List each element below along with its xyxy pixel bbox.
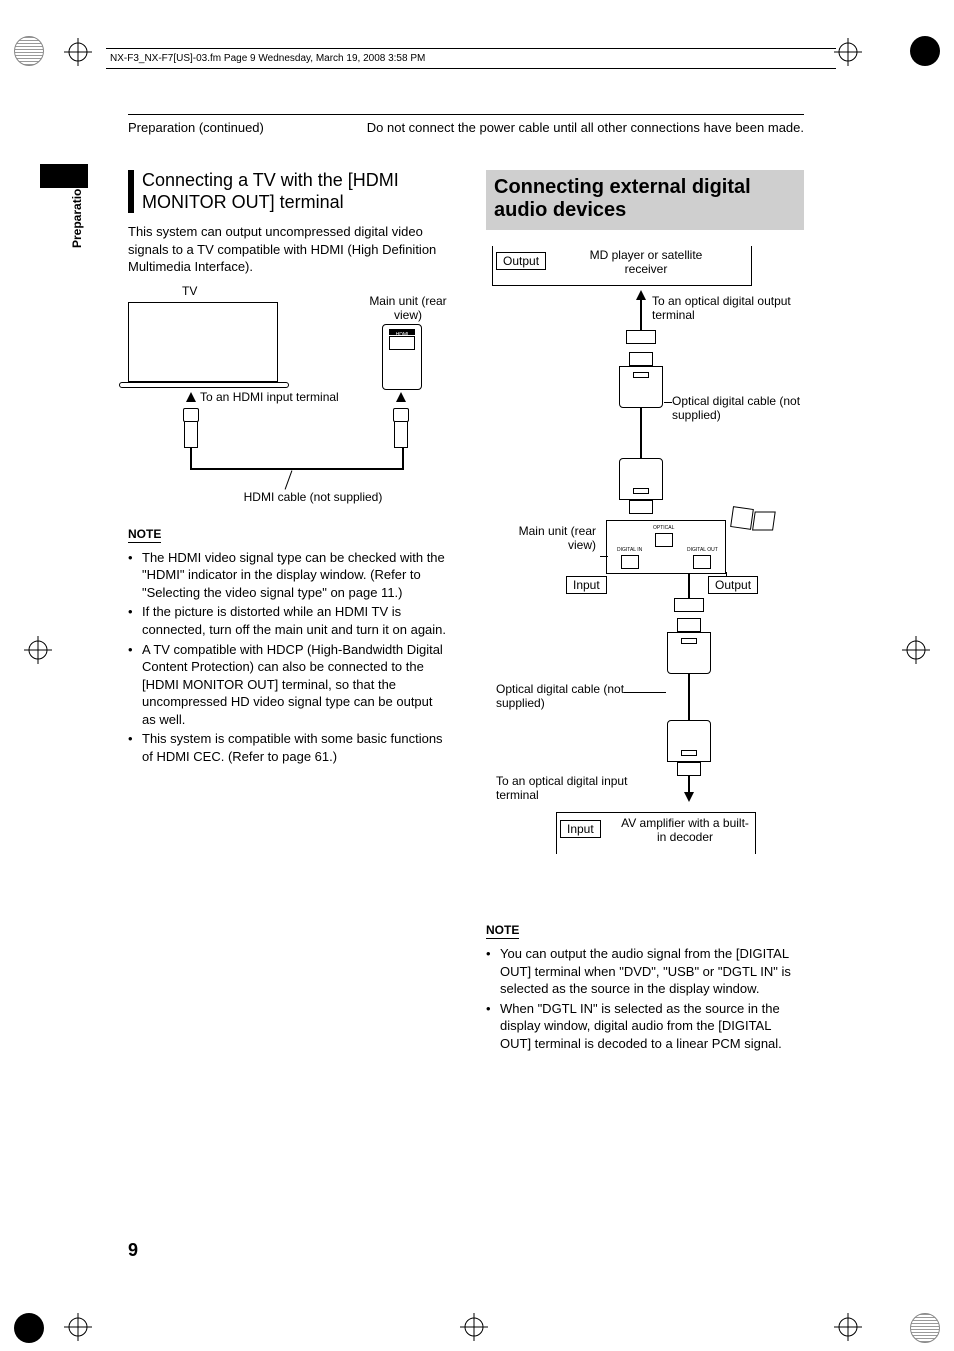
section-divider <box>128 114 804 115</box>
digital-audio-diagram: Output MD player or satellite receiver T… <box>486 244 804 904</box>
hdmi-plug-icon <box>184 422 198 448</box>
print-mark-solid <box>910 36 940 66</box>
arrow-up-icon <box>186 392 196 402</box>
hdmi-plug-icon <box>394 422 408 448</box>
main-unit-icon: HDMI <box>382 324 422 390</box>
note-list-left: •The HDMI video signal type can be check… <box>128 549 448 766</box>
header-rule <box>106 68 836 69</box>
print-mark-stripe <box>910 1313 940 1343</box>
note-item: The HDMI video signal type can be checke… <box>142 549 448 602</box>
optical-plug-icon <box>619 458 663 514</box>
arrow-up-icon <box>396 392 406 402</box>
main-unit-label: Main unit (rear view) <box>368 294 448 322</box>
to-optical-input-label: To an optical digital input terminal <box>496 774 636 802</box>
hdmi-connector-icon <box>393 408 409 422</box>
section-title: Preparation (continued) <box>128 120 264 135</box>
note-list-right: •You can output the audio signal from th… <box>486 945 804 1052</box>
intro-text: This system can output uncompressed digi… <box>128 223 448 276</box>
input-box: Input <box>566 576 607 594</box>
bracket <box>492 246 752 286</box>
header-meta-text: NX-F3_NX-F7[US]-03.fm Page 9 Wednesday, … <box>110 53 425 64</box>
note-item: This system is compatible with some basi… <box>142 730 448 765</box>
side-tab-label: Preparation <box>70 181 84 248</box>
output-box: Output <box>708 576 758 594</box>
optical-plug-icon <box>619 352 663 408</box>
tv-label: TV <box>182 284 197 298</box>
hdmi-connector-icon <box>183 408 199 422</box>
page-number: 9 <box>128 1240 138 1261</box>
left-column: Connecting a TV with the [HDMI MONITOR O… <box>128 170 448 767</box>
registration-mark-icon <box>834 1313 862 1341</box>
certification-icon <box>730 506 780 539</box>
print-mark-solid <box>14 1313 44 1343</box>
optical-cable-label: Optical digital cable (not supplied) <box>496 682 626 710</box>
optical-plug-icon <box>667 720 711 776</box>
registration-mark-icon <box>460 1313 488 1341</box>
note-label: NOTE <box>128 527 161 543</box>
header-rule <box>106 48 836 49</box>
note-item: When "DGTL IN" is selected as the source… <box>500 1000 804 1053</box>
main-heading: Connecting external digital audio device… <box>486 170 804 230</box>
registration-mark-icon <box>24 636 52 664</box>
optical-plug-icon <box>667 618 711 674</box>
arrow-up-icon <box>636 290 646 300</box>
to-optical-output-label: To an optical digital output terminal <box>652 294 802 322</box>
note-item: A TV compatible with HDCP (High-Bandwidt… <box>142 641 448 729</box>
print-mark-stripe <box>14 36 44 66</box>
registration-mark-icon <box>834 38 862 66</box>
to-hdmi-label: To an HDMI input terminal <box>200 390 339 404</box>
hdmi-cable-label: HDMI cable (not supplied) <box>198 490 428 504</box>
arrow-down-icon <box>684 792 694 802</box>
right-column: Connecting external digital audio device… <box>486 170 804 1054</box>
optical-tip-icon <box>626 330 656 344</box>
note-item: If the picture is distorted while an HDM… <box>142 603 448 638</box>
optical-tip-icon <box>674 598 704 612</box>
bracket <box>556 812 756 854</box>
tv-icon <box>128 302 278 382</box>
registration-mark-icon <box>902 636 930 664</box>
main-unit-label: Main unit (rear view) <box>496 524 596 552</box>
hdmi-diagram: TV Main unit (rear view) HDMI To an HDMI… <box>128 284 448 514</box>
unit-panel-icon: OPTICAL DIGITAL IN DIGITAL OUT <box>606 520 726 574</box>
subheading-hdmi: Connecting a TV with the [HDMI MONITOR O… <box>128 170 448 213</box>
note-item: You can output the audio signal from the… <box>500 945 804 998</box>
optical-cable-label: Optical digital cable (not supplied) <box>672 394 812 422</box>
section-warning: Do not connect the power cable until all… <box>367 120 804 135</box>
note-label: NOTE <box>486 923 519 939</box>
section-header-row: Preparation (continued) Do not connect t… <box>128 120 804 135</box>
registration-mark-icon <box>64 1313 92 1341</box>
registration-mark-icon <box>64 38 92 66</box>
